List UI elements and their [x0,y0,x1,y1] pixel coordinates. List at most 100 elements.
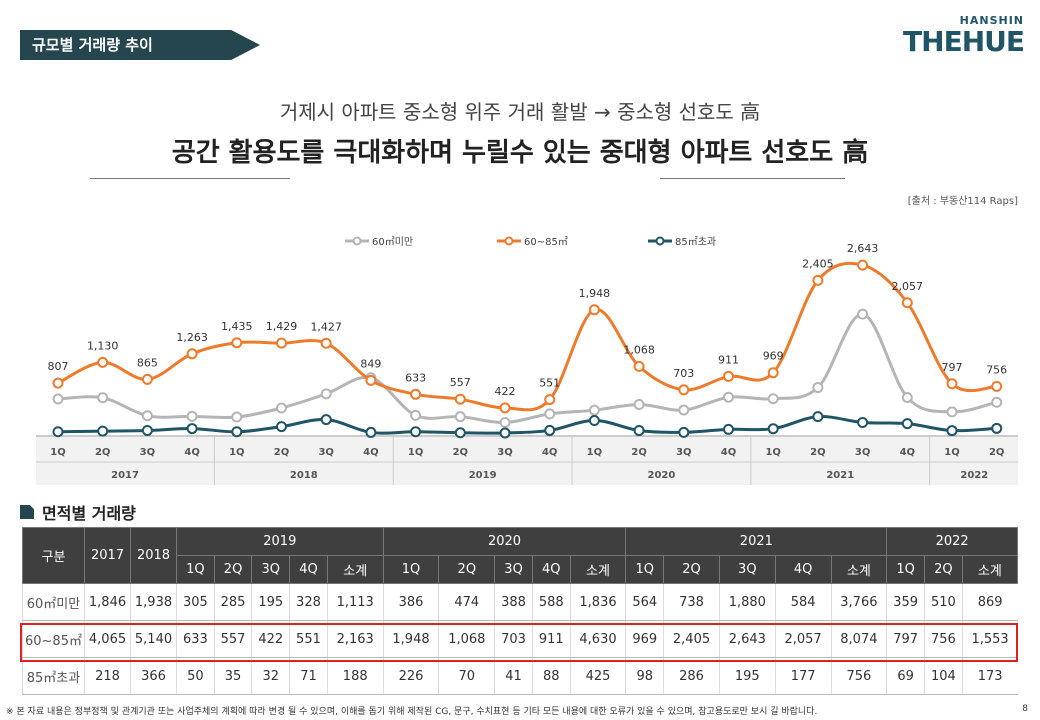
legend-label: 60㎡미만 [372,236,413,248]
legend-label: 60~85㎡ [524,236,568,248]
table-cell: 738 [663,583,720,621]
table-header-2017: 2017 [84,527,131,584]
data-point [186,348,198,360]
table-cell: 328 [289,583,328,621]
table-subheader: 소계 [326,555,384,584]
year-label: 2022 [960,470,988,481]
trade-volume-table: 구분 2017 2018 2019 2020 2021 2022 1Q 2Q 3Q 4… [22,527,1019,695]
x-tick-label: 4Q [721,447,736,458]
data-point [454,427,466,439]
data-label: 849 [360,357,381,370]
table-subheader: 소계 [569,555,627,584]
data-point [678,404,690,416]
x-tick-label: 1Q [765,447,780,458]
data-point [276,337,287,349]
table-cell: 703 [494,620,533,658]
table-cell: 551 [289,620,328,658]
table-cell: 1,938 [130,583,177,621]
table-cell: 388 [494,583,533,621]
data-point [633,399,645,411]
table-cell: 32 [251,657,290,695]
table-cell: 2,163 [326,620,384,658]
data-point [52,426,64,438]
data-point [544,424,556,436]
data-point [991,380,1003,392]
data-label: 557 [450,376,471,389]
data-point [588,304,600,316]
data-point [97,425,109,437]
table-header-year: 2021 [625,527,888,556]
data-point [410,426,422,438]
x-tick-label: 3Q [855,447,870,458]
data-point [365,374,377,386]
table-cell: 756 [924,620,963,658]
table-subheader: 3Q [718,555,776,584]
table-cell: 969 [625,620,664,658]
section-title-text: 면적별 거래량 [42,504,136,523]
x-tick-label: 2Q [989,447,1004,458]
data-label: 2,405 [802,257,834,270]
table-cell: 386 [382,583,439,621]
data-point [320,414,332,426]
table-cell: 474 [438,583,495,621]
logo-small-text: HANSHIN [959,14,1024,27]
x-tick-label: 3Q [497,447,512,458]
section-icon [20,505,34,519]
x-tick-label: 3Q [676,447,691,458]
table-subheader: 4Q [289,555,328,584]
table-cell: 71 [289,657,328,695]
series-line-small [57,312,998,424]
data-point [946,406,958,418]
table-subheader: 4Q [531,555,571,584]
table-header-2018: 2018 [130,527,177,584]
logo-big-text: THEHUE [903,25,1025,58]
data-point [499,402,511,414]
row-label: 60~85㎡ [22,620,85,658]
table-subheader: 2Q [663,555,720,584]
x-tick-label: 2Q [453,447,468,458]
table-header-year: 2020 [382,527,627,556]
table-subheader-row: 1Q 2Q 3Q 4Q 소계 1Q 2Q 3Q 4Q 소계 1Q 2Q 3Q 4Q 소계 1Q 2Q 소계 [23,555,1019,584]
data-point [320,337,332,349]
data-point [723,370,734,382]
data-label: 756 [986,363,1007,376]
data-point [901,297,913,309]
data-point [946,425,958,437]
divider-left [90,178,290,179]
data-point [365,426,377,438]
table-cell: 1,113 [326,583,384,621]
table-cell: 366 [130,657,177,695]
data-point [97,392,109,404]
table-cell: 1,836 [569,583,626,621]
table-cell: 359 [886,583,925,621]
data-label: 1,068 [623,343,655,356]
table-cell: 70 [438,657,495,695]
data-label: 911 [718,353,739,366]
data-point [857,308,869,320]
year-label: 2020 [648,470,676,481]
data-point [544,394,556,406]
data-label: 2,057 [892,280,924,293]
data-point [588,414,600,426]
year-label: 2018 [290,470,318,481]
data-point [767,367,779,379]
table-cell: 195 [718,657,776,695]
table-cell: 4,630 [569,620,626,658]
table-cell: 2,057 [774,620,831,658]
legend-marker [504,236,514,246]
data-point [857,416,869,428]
highlight-box-60-85 [20,623,1018,662]
x-tick-label: 1Q [229,447,244,458]
table-cell: 2,405 [663,620,720,658]
table-cell: 869 [961,583,1018,621]
x-tick-label: 1Q [408,447,423,458]
data-point [410,388,422,400]
row-label: 60㎡미만 [22,583,85,621]
data-label: 551 [539,377,560,390]
table-subheader: 1Q [625,555,665,584]
table-subheader: 1Q [176,555,215,584]
x-tick-label: 1Q [587,447,602,458]
year-label: 2017 [111,470,139,481]
x-tick-label: 2Q [95,447,110,458]
main-headline: 공간 활용도를 극대화하며 누릴수 있는 중대형 아파트 선호도 高 [171,138,869,168]
